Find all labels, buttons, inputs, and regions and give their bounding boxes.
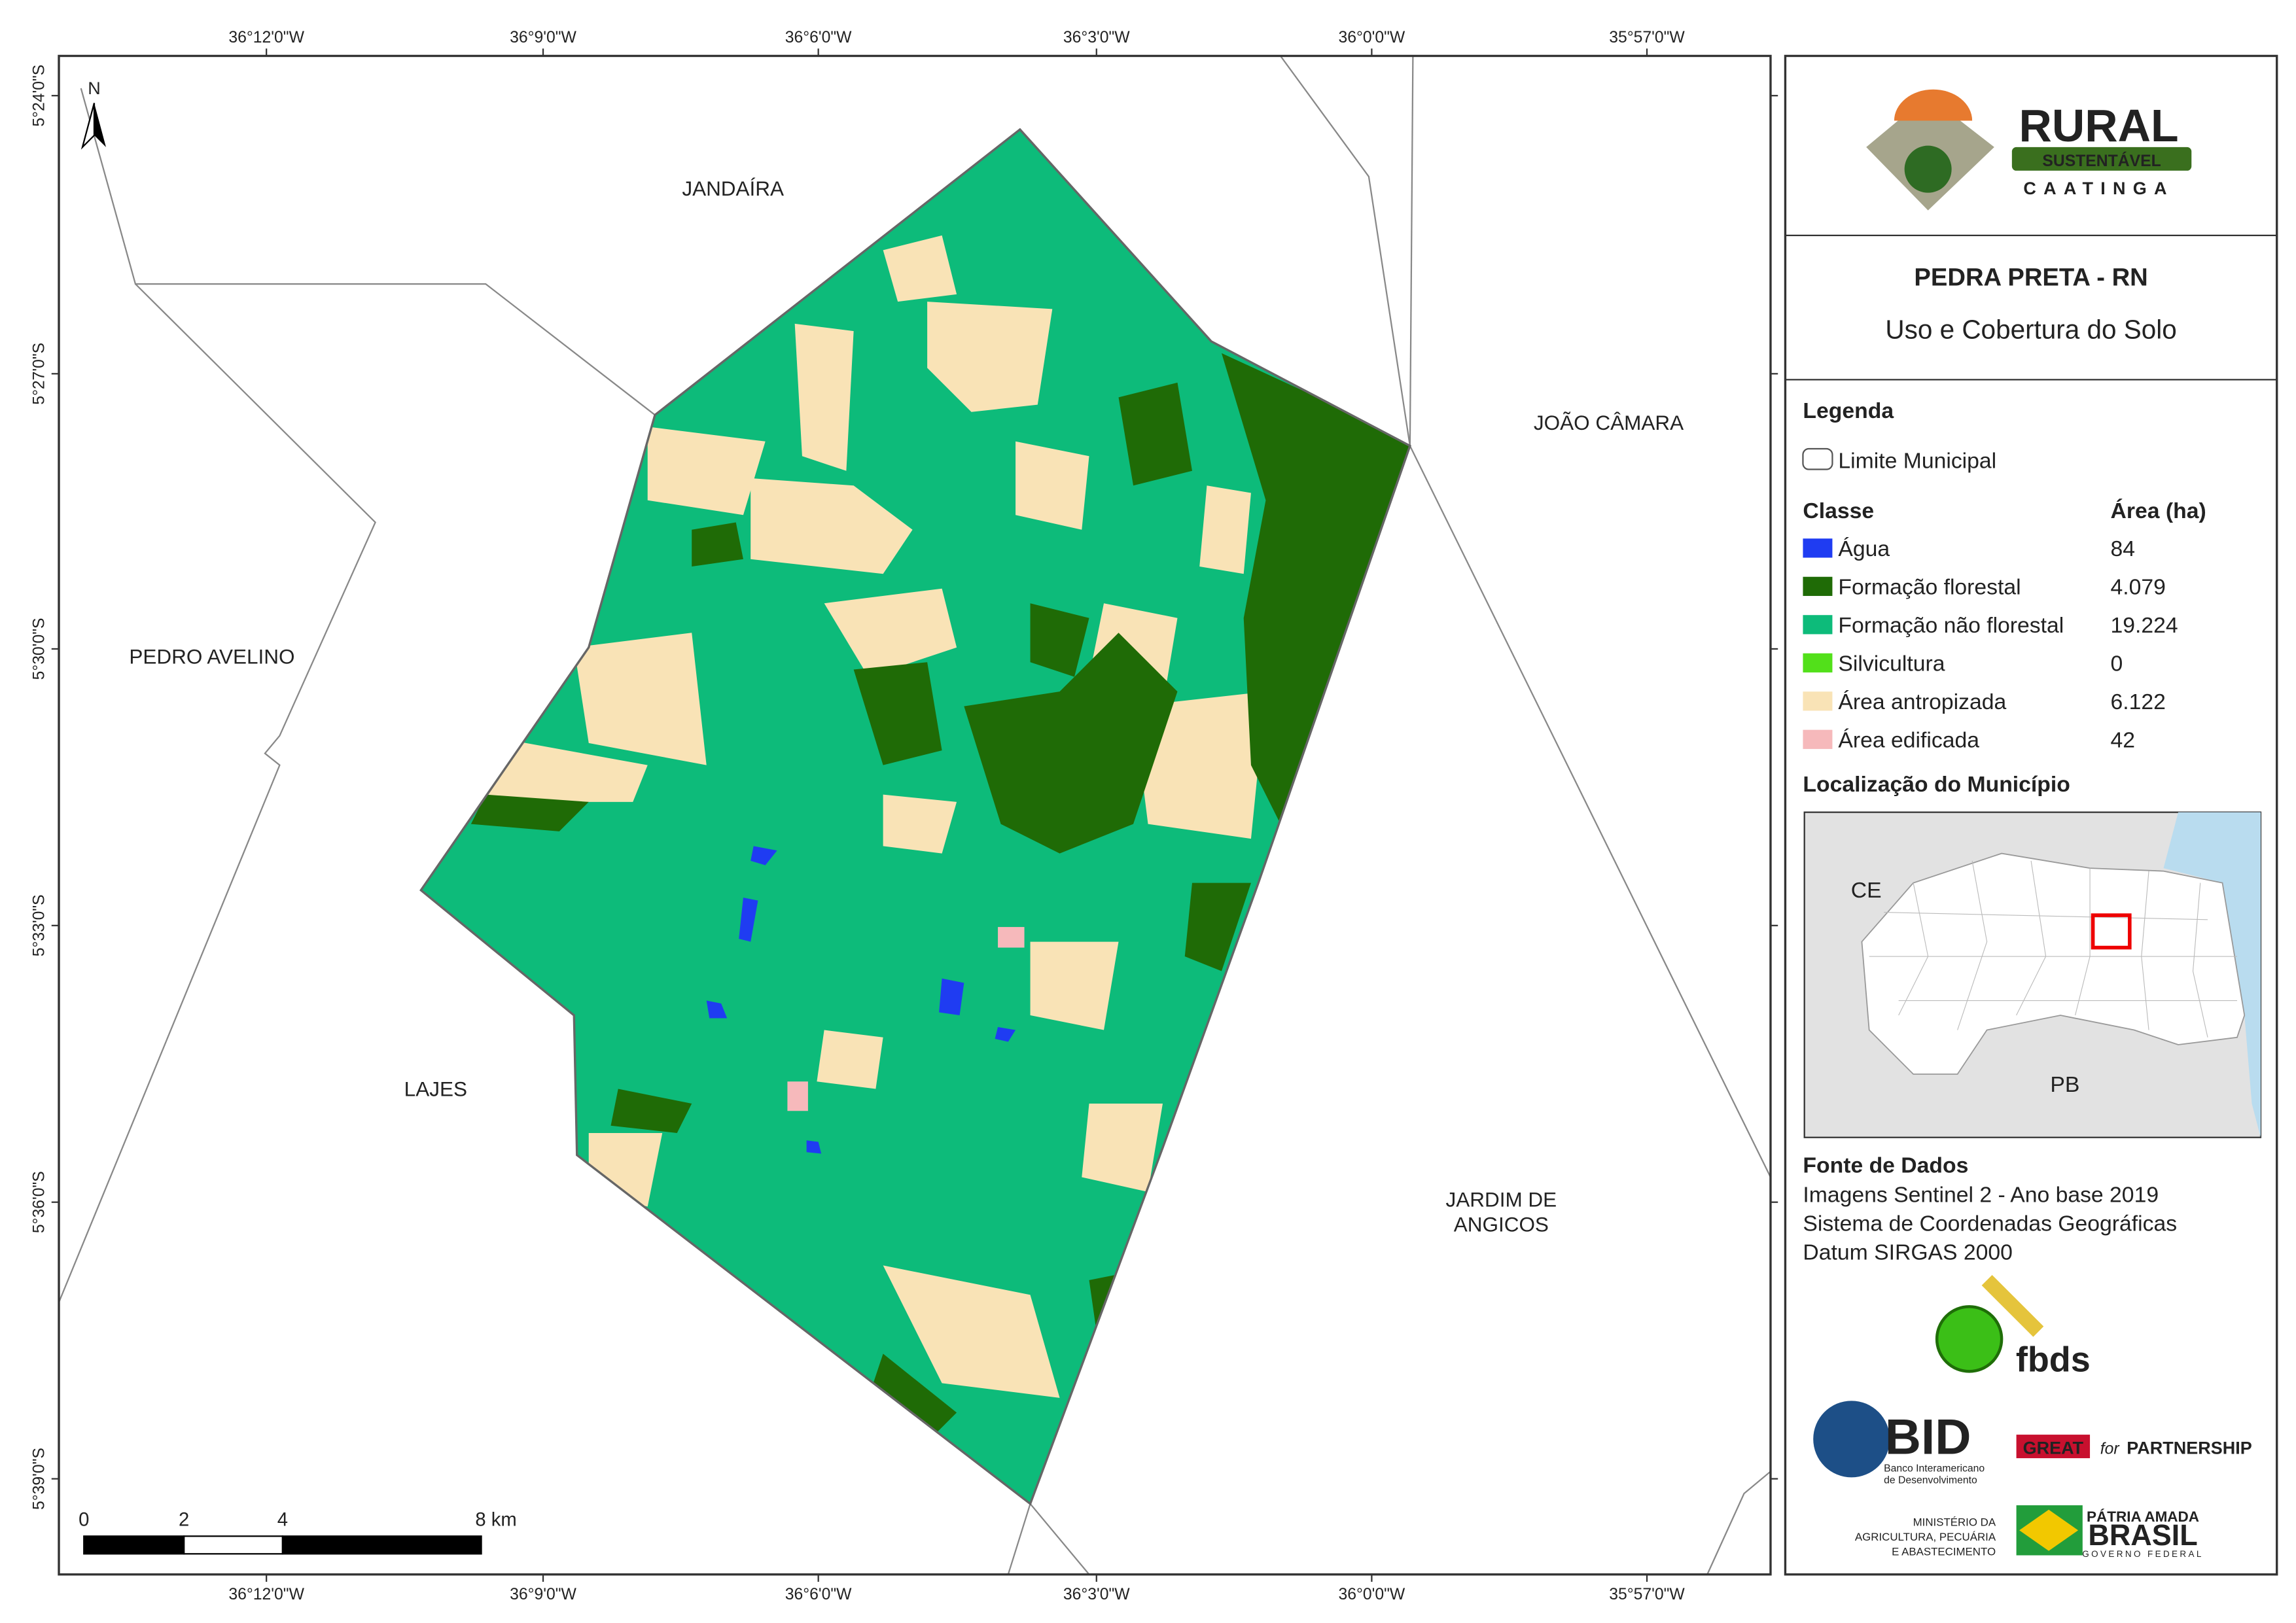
- longitude-label: 36°9'0"W: [510, 29, 576, 46]
- sources-title: Fonte de Dados: [1803, 1153, 1968, 1178]
- latitude-label: 5°36'0"S: [31, 1171, 48, 1233]
- logo-text: BRASIL: [2088, 1518, 2197, 1552]
- legend-area: 42: [2111, 728, 2136, 753]
- logo-text: CAATINGA: [2023, 179, 2174, 198]
- north-arrow: [80, 103, 106, 150]
- legend-swatch: [1803, 615, 1833, 635]
- source-line: Sistema de Coordenadas Geográficas: [1803, 1212, 2177, 1236]
- place-name: LAJES: [404, 1077, 467, 1101]
- latitude-label: 5°33'0"S: [31, 894, 48, 956]
- scale-label: 4: [277, 1510, 288, 1531]
- logo-text: PARTNERSHIP: [2127, 1438, 2252, 1457]
- scale-label: 0: [79, 1510, 89, 1531]
- place-name: JARDIM DE: [1445, 1187, 1557, 1211]
- legend-label: Área edificada: [1838, 728, 1979, 753]
- scale-label: 8 km: [475, 1510, 516, 1531]
- logo-text: PÁTRIA AMADA: [2087, 1509, 2199, 1525]
- legend-title: Legenda: [1803, 398, 1894, 423]
- inset-label: CE: [1851, 878, 1882, 903]
- neighbor-boundaries: [59, 56, 1771, 1575]
- latitude-label: 5°27'0"S: [31, 343, 48, 405]
- legend-label: Silvicultura: [1838, 652, 1945, 676]
- longitude-label: 36°0'0"W: [1339, 1586, 1405, 1603]
- location-marker: [2091, 913, 2132, 950]
- source-line: Imagens Sentinel 2 - Ano base 2019: [1803, 1183, 2159, 1208]
- latitude-label: 5°39'0"S: [31, 1448, 48, 1510]
- legend-label: Água: [1838, 536, 1890, 561]
- scale-bar: [83, 1535, 482, 1555]
- location-title: Localização do Município: [1803, 772, 2070, 797]
- legend-swatch: [1802, 447, 1833, 470]
- map-frame: [58, 54, 1772, 1576]
- longitude-label: 36°3'0"W: [1063, 29, 1130, 46]
- legend-label: Área antropizada: [1838, 689, 2006, 714]
- legend-label: Formação não florestal: [1838, 613, 2064, 638]
- legend-area: 0: [2111, 652, 2123, 676]
- longitude-label: 36°6'0"W: [785, 29, 852, 46]
- legend-swatch: [1803, 653, 1833, 672]
- legend-label: Limite Municipal: [1838, 448, 1996, 473]
- legend-area: 4.079: [2111, 575, 2166, 600]
- place-name: PEDRO AVELINO: [129, 644, 294, 668]
- area-header: Área (ha): [2111, 498, 2206, 523]
- longitude-label: 36°0'0"W: [1339, 29, 1405, 46]
- legend-area: 19.224: [2111, 613, 2178, 638]
- logo-graphics: [1813, 89, 2192, 1556]
- legend-swatch: [1803, 538, 1833, 558]
- panel-frame: [1784, 54, 2278, 1576]
- logo-text: RURAL: [2019, 100, 2179, 151]
- logo-text: de Desenvolvimento: [1884, 1475, 1977, 1486]
- municipal-boundary: [419, 128, 1411, 1506]
- logo-text: BID: [1885, 1409, 1971, 1465]
- place-name: ANGICOS: [1454, 1213, 1549, 1236]
- legend-swatch: [1803, 691, 1833, 711]
- logo-text: MINISTÉRIO DA: [1913, 1516, 1996, 1529]
- longitude-label: 36°12'0"W: [228, 29, 304, 46]
- legend-area: 6.122: [2111, 689, 2166, 714]
- class-header: Classe: [1803, 498, 1874, 523]
- logo-text: for: [2100, 1440, 2121, 1457]
- panel-dividers: [1785, 234, 2277, 381]
- logo-text: AGRICULTURA, PECUÁRIA: [1855, 1531, 1996, 1543]
- logo-text: Banco Interamericano: [1884, 1463, 1985, 1474]
- logo-text: SUSTENTÁVEL: [2042, 152, 2161, 170]
- inset-label: PB: [2050, 1072, 2079, 1097]
- north-label: N: [88, 79, 101, 98]
- longitude-label: 36°12'0"W: [228, 1586, 304, 1603]
- logo-text: GOVERNO FEDERAL: [2082, 1549, 2203, 1559]
- inset-map: [1803, 811, 2262, 1138]
- latitude-label: 5°24'0"S: [31, 65, 48, 127]
- logo-text: fbds: [2016, 1340, 2091, 1379]
- legend-swatch: [1803, 729, 1833, 749]
- legend-label: Formação florestal: [1838, 575, 2021, 600]
- place-name: JOÃO CÂMARA: [1534, 411, 1684, 434]
- longitude-label: 35°57'0"W: [1609, 29, 1685, 46]
- source-line: Datum SIRGAS 2000: [1803, 1240, 2012, 1265]
- latitude-label: 5°30'0"S: [31, 618, 48, 680]
- legend-swatch: [1803, 576, 1833, 596]
- panel-title: PEDRA PRETA - RN: [1914, 263, 2147, 291]
- panel-subtitle: Uso e Cobertura do Solo: [1885, 314, 2176, 344]
- longitude-label: 36°3'0"W: [1063, 1586, 1130, 1603]
- place-name: JANDAÍRA: [682, 177, 784, 200]
- longitude-label: 35°57'0"W: [1609, 1586, 1685, 1603]
- scale-label: 2: [179, 1510, 189, 1531]
- logo-text: E ABASTECIMENTO: [1892, 1546, 1996, 1558]
- legend-area: 84: [2111, 536, 2136, 561]
- longitude-label: 36°6'0"W: [785, 1586, 852, 1603]
- logo-text: GREAT: [2023, 1438, 2084, 1457]
- longitude-label: 36°9'0"W: [510, 1586, 576, 1603]
